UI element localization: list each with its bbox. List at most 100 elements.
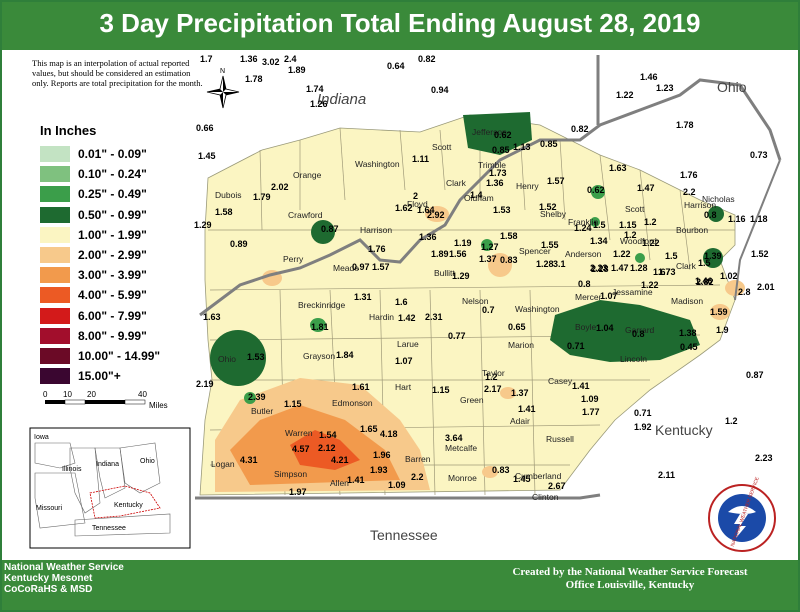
- county-label: Clark: [676, 261, 697, 271]
- legend-swatch: [40, 206, 70, 223]
- creator-line-1: Created by the National Weather Service …: [512, 566, 748, 578]
- zone-low-4: [311, 220, 335, 244]
- precip-value: 1.19: [454, 238, 472, 248]
- county-label: Dubois: [215, 190, 241, 200]
- county-label: Garrard: [625, 325, 655, 335]
- legend-label: 0.50" - 0.99": [78, 207, 147, 222]
- zone-low-8: [310, 318, 326, 332]
- precip-value: 0.85: [540, 139, 558, 149]
- inset-label-ohio: Ohio: [140, 458, 155, 465]
- precip-value: 1.53: [493, 205, 511, 215]
- inset-map: Iowa Illinois Indiana Ohio Missouri Kent…: [29, 427, 191, 549]
- precip-value: 1.64: [417, 205, 435, 215]
- precip-value: 1.65: [360, 424, 378, 434]
- legend-label: 0.25" - 0.49": [78, 187, 147, 202]
- precip-value: 1.45: [513, 474, 531, 484]
- precip-value: 1.6: [395, 297, 408, 307]
- scale-tick-1: 10: [63, 390, 72, 399]
- precip-value: 1.84: [336, 350, 354, 360]
- legend-item: 15.00"+: [40, 366, 160, 386]
- county-label: Clinton: [532, 492, 559, 502]
- county-label: Henry: [516, 181, 539, 191]
- county-label: Madison: [671, 296, 703, 306]
- precip-value: 1.39: [704, 251, 722, 261]
- precip-value: 0.71: [567, 341, 585, 351]
- precip-value: 1.36: [240, 54, 258, 64]
- scale-unit: Miles: [149, 401, 168, 410]
- state-label-ohio: Ohio: [717, 79, 747, 95]
- county-label: Breckinridge: [298, 300, 346, 310]
- legend: 0.01" - 0.09" 0.10" - 0.24" 0.25" - 0.49" 0…: [40, 144, 160, 386]
- legend-item: 3.00" - 3.99": [40, 265, 160, 285]
- county-label: Scott: [625, 204, 645, 214]
- precip-value: 1.92: [634, 422, 652, 432]
- precip-value: 2.01: [757, 282, 775, 292]
- precip-value: 1.15: [619, 220, 637, 230]
- precip-value: 1.18: [750, 214, 768, 224]
- state-label-indiana: Indiana: [317, 91, 366, 108]
- legend-label: 15.00"+: [78, 369, 121, 384]
- zone-low-1: [463, 112, 532, 155]
- precip-value: 0.8: [704, 210, 717, 220]
- county-label: Trimble: [478, 160, 506, 170]
- precip-value: 4.18: [380, 429, 398, 439]
- precip-value: 1.5: [665, 251, 678, 261]
- county-label: Cumberland: [515, 471, 562, 481]
- precip-value: 2.23: [755, 453, 773, 463]
- precip-value: 0.85: [492, 145, 510, 155]
- legend-swatch: [40, 287, 70, 304]
- zone-low-11: [590, 217, 600, 227]
- county-label: Adair: [510, 416, 530, 426]
- legend-item: 0.50" - 0.99": [40, 205, 160, 225]
- precip-value: 1.62: [395, 203, 413, 213]
- precip-value: 1.23: [656, 83, 674, 93]
- precip-value: 1.45: [198, 151, 216, 161]
- precip-value: 0.8: [578, 279, 591, 289]
- legend-item: 0.10" - 0.24": [40, 164, 160, 184]
- precip-value: 0.82: [418, 54, 436, 64]
- precip-value: 2.12: [318, 443, 336, 453]
- precip-value: 1.37: [479, 254, 497, 264]
- precip-value: 1.29: [452, 271, 470, 281]
- precip-value: 1.22: [616, 90, 634, 100]
- map-title: 3 Day Precipitation Total Ending August …: [99, 8, 701, 38]
- precip-value: 1.78: [245, 74, 263, 84]
- precip-value: 0.62: [587, 185, 605, 195]
- precip-value: 2: [413, 191, 418, 201]
- precip-value: 0.7: [482, 305, 495, 315]
- county-label: Butler: [251, 406, 273, 416]
- ky-border-east: [734, 159, 781, 301]
- precip-value: 1.67: [653, 267, 671, 277]
- precip-value: 1.11: [412, 154, 429, 164]
- credit-cocorahs: CoCoRaHS & MSD: [4, 584, 93, 595]
- precip-value: 0.87: [321, 224, 339, 234]
- precip-value: 2.2: [411, 472, 424, 482]
- precip-value: 1.15: [432, 385, 450, 395]
- county-label: Hardin: [369, 312, 394, 322]
- inset-label-missouri: Missouri: [36, 505, 63, 512]
- precip-value: 1.61: [352, 382, 370, 392]
- precip-value: 0.66: [196, 123, 214, 133]
- precip-value: 1.4: [470, 190, 483, 200]
- legend-swatch: [40, 247, 70, 264]
- county-label: Russell: [546, 434, 574, 444]
- county-label: Edmonson: [332, 398, 373, 408]
- legend-item: 0.01" - 0.09": [40, 144, 160, 164]
- precip-value: 1.52: [751, 249, 769, 259]
- precip-value: 1.47: [637, 183, 655, 193]
- precip-value: 3.1: [553, 259, 566, 269]
- precip-value: 0.89: [230, 239, 248, 249]
- county-label: Bullitt: [434, 268, 455, 278]
- county-label: Crawford: [288, 210, 323, 220]
- county-label: Harrison: [684, 200, 716, 210]
- precip-value: 1.54: [319, 430, 337, 440]
- county-label: Washington: [515, 304, 560, 314]
- legend-label: 0.01" - 0.09": [78, 147, 147, 162]
- legend-item: 0.25" - 0.49": [40, 184, 160, 204]
- legend-item: 1.00" - 1.99": [40, 225, 160, 245]
- precip-value: 1.26: [310, 99, 328, 109]
- precip-value: 2.28: [591, 264, 609, 274]
- legend-label: 8.00" - 9.99": [78, 328, 147, 343]
- county-label: Harrison: [360, 225, 392, 235]
